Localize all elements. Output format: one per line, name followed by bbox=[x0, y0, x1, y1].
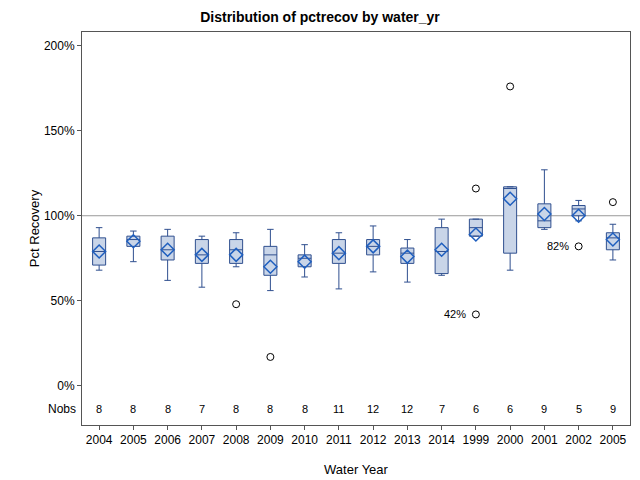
svg-text:2000: 2000 bbox=[497, 433, 524, 447]
svg-text:8: 8 bbox=[165, 403, 171, 415]
svg-text:50%: 50% bbox=[51, 294, 75, 308]
svg-text:11: 11 bbox=[333, 403, 344, 415]
svg-text:Distribution of pctrecov by wa: Distribution of pctrecov by water_yr bbox=[200, 9, 440, 25]
svg-text:2014: 2014 bbox=[428, 433, 455, 447]
svg-text:12: 12 bbox=[367, 403, 379, 415]
svg-text:6: 6 bbox=[507, 403, 513, 415]
svg-text:8: 8 bbox=[267, 403, 273, 415]
svg-text:12: 12 bbox=[401, 403, 413, 415]
svg-text:8: 8 bbox=[233, 403, 239, 415]
svg-text:2011: 2011 bbox=[326, 433, 352, 447]
svg-text:8: 8 bbox=[130, 403, 136, 415]
svg-text:82%: 82% bbox=[547, 240, 569, 252]
svg-text:8: 8 bbox=[302, 403, 308, 415]
svg-text:2005: 2005 bbox=[120, 433, 147, 447]
svg-text:150%: 150% bbox=[44, 124, 75, 138]
svg-text:7: 7 bbox=[439, 403, 445, 415]
svg-text:7: 7 bbox=[199, 403, 205, 415]
svg-text:2004: 2004 bbox=[86, 433, 113, 447]
svg-text:Pct Recovery: Pct Recovery bbox=[27, 189, 42, 267]
svg-text:2010: 2010 bbox=[291, 433, 318, 447]
svg-text:8: 8 bbox=[96, 403, 102, 415]
svg-text:2001: 2001 bbox=[531, 433, 558, 447]
svg-text:2012: 2012 bbox=[360, 433, 387, 447]
svg-text:42%: 42% bbox=[444, 308, 466, 320]
svg-text:2009: 2009 bbox=[257, 433, 284, 447]
svg-text:2005: 2005 bbox=[600, 433, 627, 447]
svg-text:5: 5 bbox=[576, 403, 582, 415]
svg-text:2002: 2002 bbox=[565, 433, 592, 447]
svg-text:Water Year: Water Year bbox=[324, 462, 389, 477]
svg-text:9: 9 bbox=[610, 403, 616, 415]
svg-text:100%: 100% bbox=[44, 209, 75, 223]
svg-text:2013: 2013 bbox=[394, 433, 421, 447]
svg-text:1999: 1999 bbox=[463, 433, 490, 447]
svg-text:6: 6 bbox=[473, 403, 479, 415]
svg-text:9: 9 bbox=[541, 403, 547, 415]
svg-text:2008: 2008 bbox=[223, 433, 250, 447]
svg-text:0%: 0% bbox=[57, 379, 75, 393]
svg-text:2006: 2006 bbox=[154, 433, 181, 447]
svg-text:2007: 2007 bbox=[189, 433, 216, 447]
svg-text:200%: 200% bbox=[44, 39, 75, 53]
svg-text:Nobs: Nobs bbox=[48, 402, 76, 416]
